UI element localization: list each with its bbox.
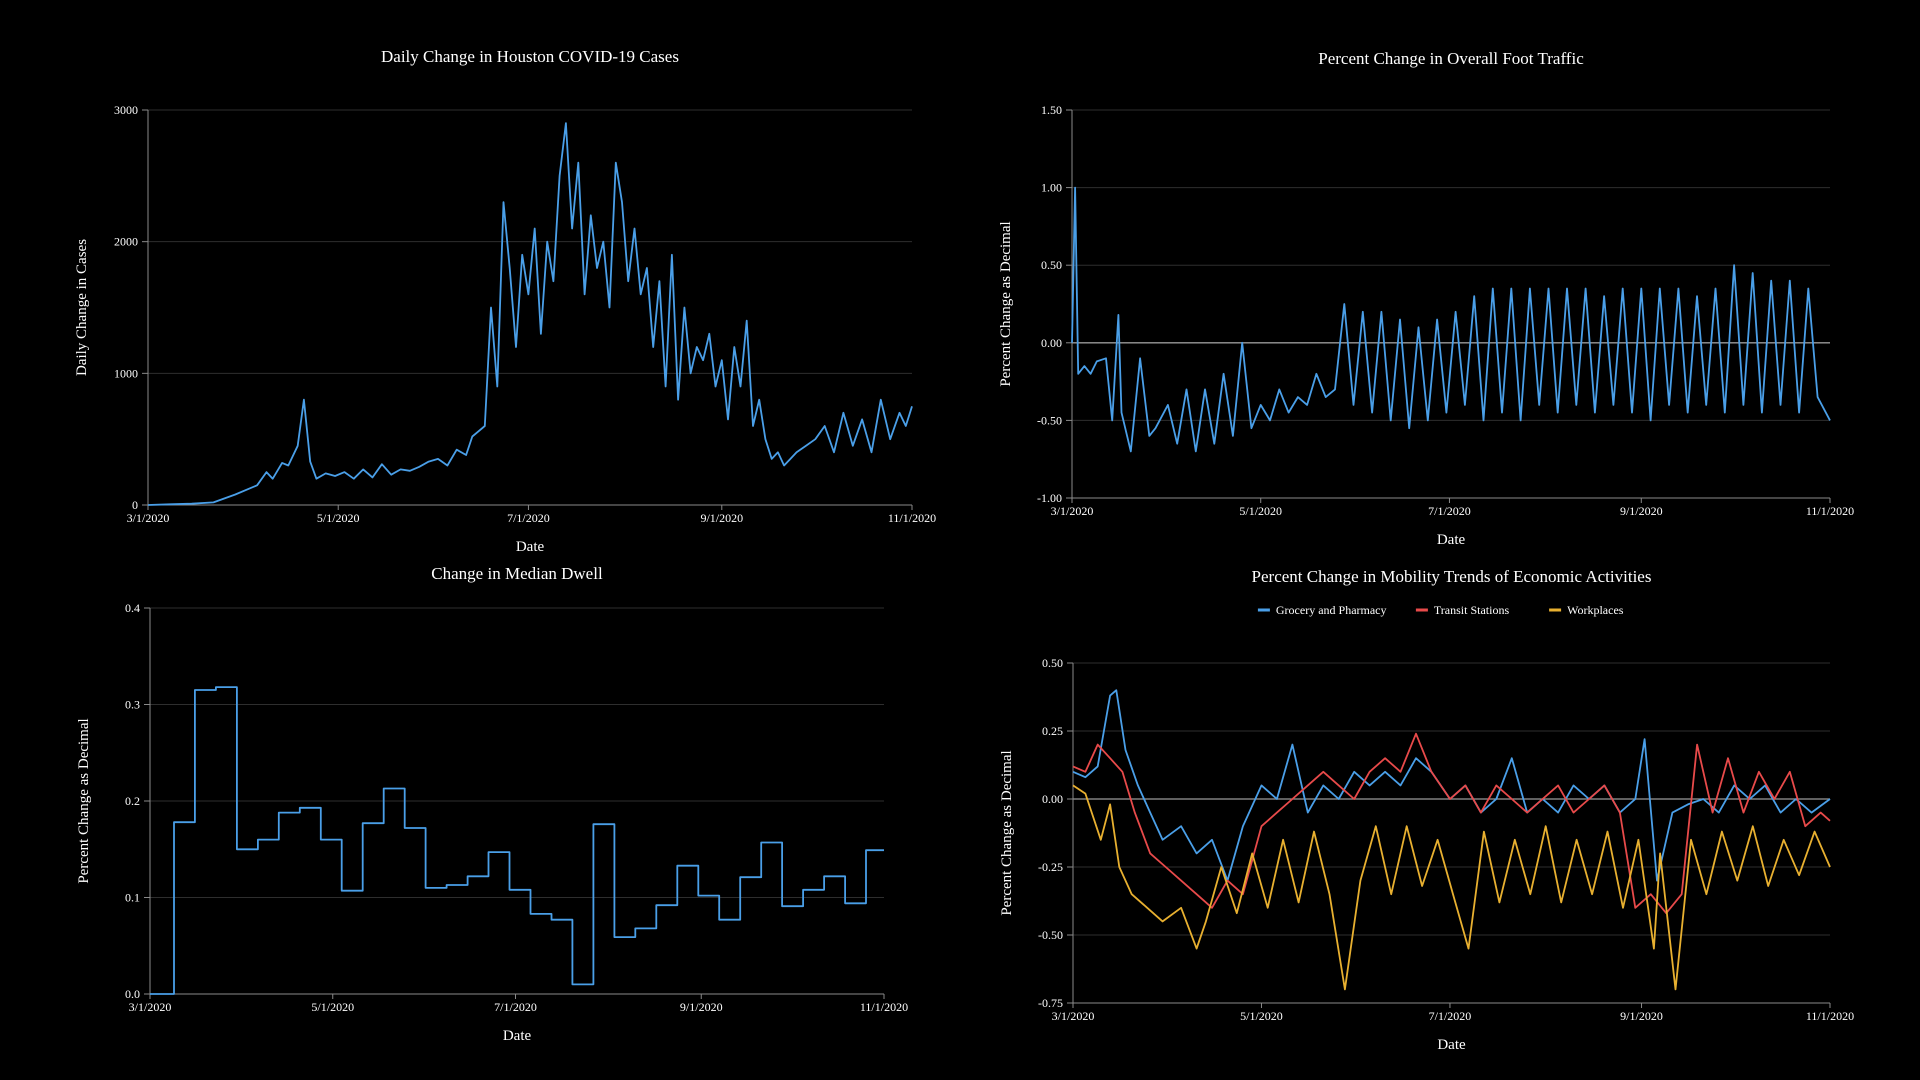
y-tick-label: -0.25 [1038, 860, 1063, 874]
x-tick-label: 7/1/2020 [1428, 504, 1471, 518]
x-axis-title: Date [516, 539, 545, 555]
series-line-workplaces [1072, 784, 1831, 991]
x-tick-label: 5/1/2020 [1239, 504, 1282, 518]
x-tick-label: 3/1/2020 [1051, 504, 1094, 518]
y-axis-title: Daily Change in Cases [74, 239, 90, 376]
legend-label: Grocery and Pharmacy [1276, 603, 1387, 617]
y-tick-label: 0.50 [1041, 258, 1062, 272]
x-tick-label: 5/1/2020 [317, 511, 360, 525]
x-tick-label: 9/1/2020 [680, 1000, 723, 1014]
legend: Grocery and Pharmacy Transit Stations Work… [1257, 603, 1624, 617]
x-tick-label: 3/1/2020 [129, 1000, 172, 1014]
x-tick-label: 3/1/2020 [1052, 1009, 1095, 1023]
y-tick-label: 1000 [114, 366, 138, 380]
x-tick-label: 11/1/2020 [860, 1000, 908, 1014]
x-tick-label: 9/1/2020 [1620, 504, 1663, 518]
y-tick-label: 0 [132, 498, 138, 512]
chart-cases: Daily Change in Houston COVID-19 Cases 0 1… [74, 47, 936, 555]
chart-title: Change in Median Dwell [431, 564, 603, 583]
y-axis-title: Percent Change as Decimal [998, 221, 1014, 386]
x-axis-title: Date [1437, 1037, 1466, 1053]
y-tick-label: 0.2 [125, 794, 140, 808]
y-tick-label: 0.50 [1042, 656, 1063, 670]
y-tick-label: -0.50 [1038, 928, 1063, 942]
y-tick-label: -1.00 [1037, 491, 1062, 505]
y-tick-label: 0.1 [125, 891, 140, 905]
series-line-foot-traffic [1071, 186, 1831, 453]
y-tick-label: 0.4 [125, 601, 140, 615]
x-axis-title: Date [503, 1028, 532, 1044]
chart-mobility: Percent Change in Mobility Trends of Eco… [999, 567, 1854, 1053]
y-tick-label: 0.00 [1041, 336, 1062, 350]
x-tick-label: 5/1/2020 [311, 1000, 354, 1014]
y-axis-title: Percent Change as Decimal [76, 718, 92, 883]
y-tick-label: 0.00 [1042, 792, 1063, 806]
x-tick-label: 7/1/2020 [1429, 1009, 1472, 1023]
chart-title: Daily Change in Houston COVID-19 Cases [381, 47, 679, 66]
x-tick-label: 11/1/2020 [1806, 1009, 1854, 1023]
series-line-dwell [150, 686, 884, 995]
x-tick-label: 7/1/2020 [507, 511, 550, 525]
chart-title: Percent Change in Mobility Trends of Eco… [1252, 567, 1652, 586]
x-tick-label: 9/1/2020 [700, 511, 743, 525]
y-tick-label: 0.3 [125, 698, 140, 712]
legend-label: Transit Stations [1434, 603, 1510, 617]
y-tick-label: 1.00 [1041, 181, 1062, 195]
x-tick-label: 7/1/2020 [494, 1000, 537, 1014]
x-tick-label: 3/1/2020 [127, 511, 170, 525]
x-tick-label: 9/1/2020 [1620, 1009, 1663, 1023]
y-tick-label: 0.0 [125, 987, 140, 1001]
series-line-cases [147, 122, 913, 506]
y-tick-label: 0.25 [1042, 724, 1063, 738]
y-tick-label: -0.50 [1037, 413, 1062, 427]
y-tick-label: 2000 [114, 235, 138, 249]
chart-title: Percent Change in Overall Foot Traffic [1318, 49, 1584, 68]
y-tick-label: -0.75 [1038, 996, 1063, 1010]
series-line-transit-stations [1072, 732, 1831, 915]
x-tick-label: 11/1/2020 [1806, 504, 1854, 518]
x-tick-label: 11/1/2020 [888, 511, 936, 525]
y-tick-label: 1.50 [1041, 103, 1062, 117]
y-axis-title: Percent Change as Decimal [999, 750, 1015, 915]
y-tick-label: 3000 [114, 103, 138, 117]
legend-label: Workplaces [1567, 603, 1624, 617]
x-tick-label: 5/1/2020 [1240, 1009, 1283, 1023]
x-axis-title: Date [1437, 532, 1466, 548]
chart-foot-traffic: Percent Change in Overall Foot Traffic -1… [998, 49, 1854, 548]
chart-dwell: Change in Median Dwell 0.0 0.1 0.2 0.3 0.4 3/1… [76, 564, 908, 1044]
